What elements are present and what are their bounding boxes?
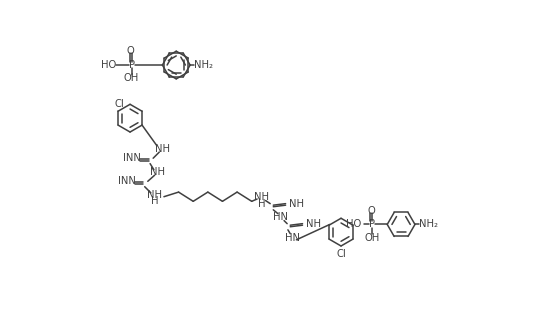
Text: O: O bbox=[367, 206, 375, 216]
Text: HN: HN bbox=[285, 233, 300, 243]
Text: INN: INN bbox=[118, 176, 136, 186]
Text: INN: INN bbox=[124, 153, 141, 163]
Text: P: P bbox=[128, 60, 135, 70]
Text: NH₂: NH₂ bbox=[194, 60, 212, 70]
Text: O: O bbox=[127, 46, 135, 56]
Text: H: H bbox=[151, 196, 159, 206]
Text: HO: HO bbox=[101, 60, 116, 70]
Text: OH: OH bbox=[124, 73, 139, 83]
Text: NH: NH bbox=[150, 167, 165, 177]
Text: NH: NH bbox=[254, 193, 269, 202]
Text: NH₂: NH₂ bbox=[418, 220, 438, 230]
Text: OH: OH bbox=[364, 233, 379, 243]
Text: NH: NH bbox=[306, 219, 321, 229]
Text: NH: NH bbox=[147, 190, 162, 200]
Text: HO: HO bbox=[346, 220, 361, 230]
Text: Cl: Cl bbox=[114, 99, 124, 109]
Text: NH: NH bbox=[289, 199, 304, 209]
Text: NH: NH bbox=[155, 144, 170, 154]
Text: Cl: Cl bbox=[336, 249, 346, 259]
Text: P: P bbox=[369, 220, 375, 230]
Text: HN: HN bbox=[273, 212, 288, 222]
Text: H: H bbox=[258, 199, 266, 209]
